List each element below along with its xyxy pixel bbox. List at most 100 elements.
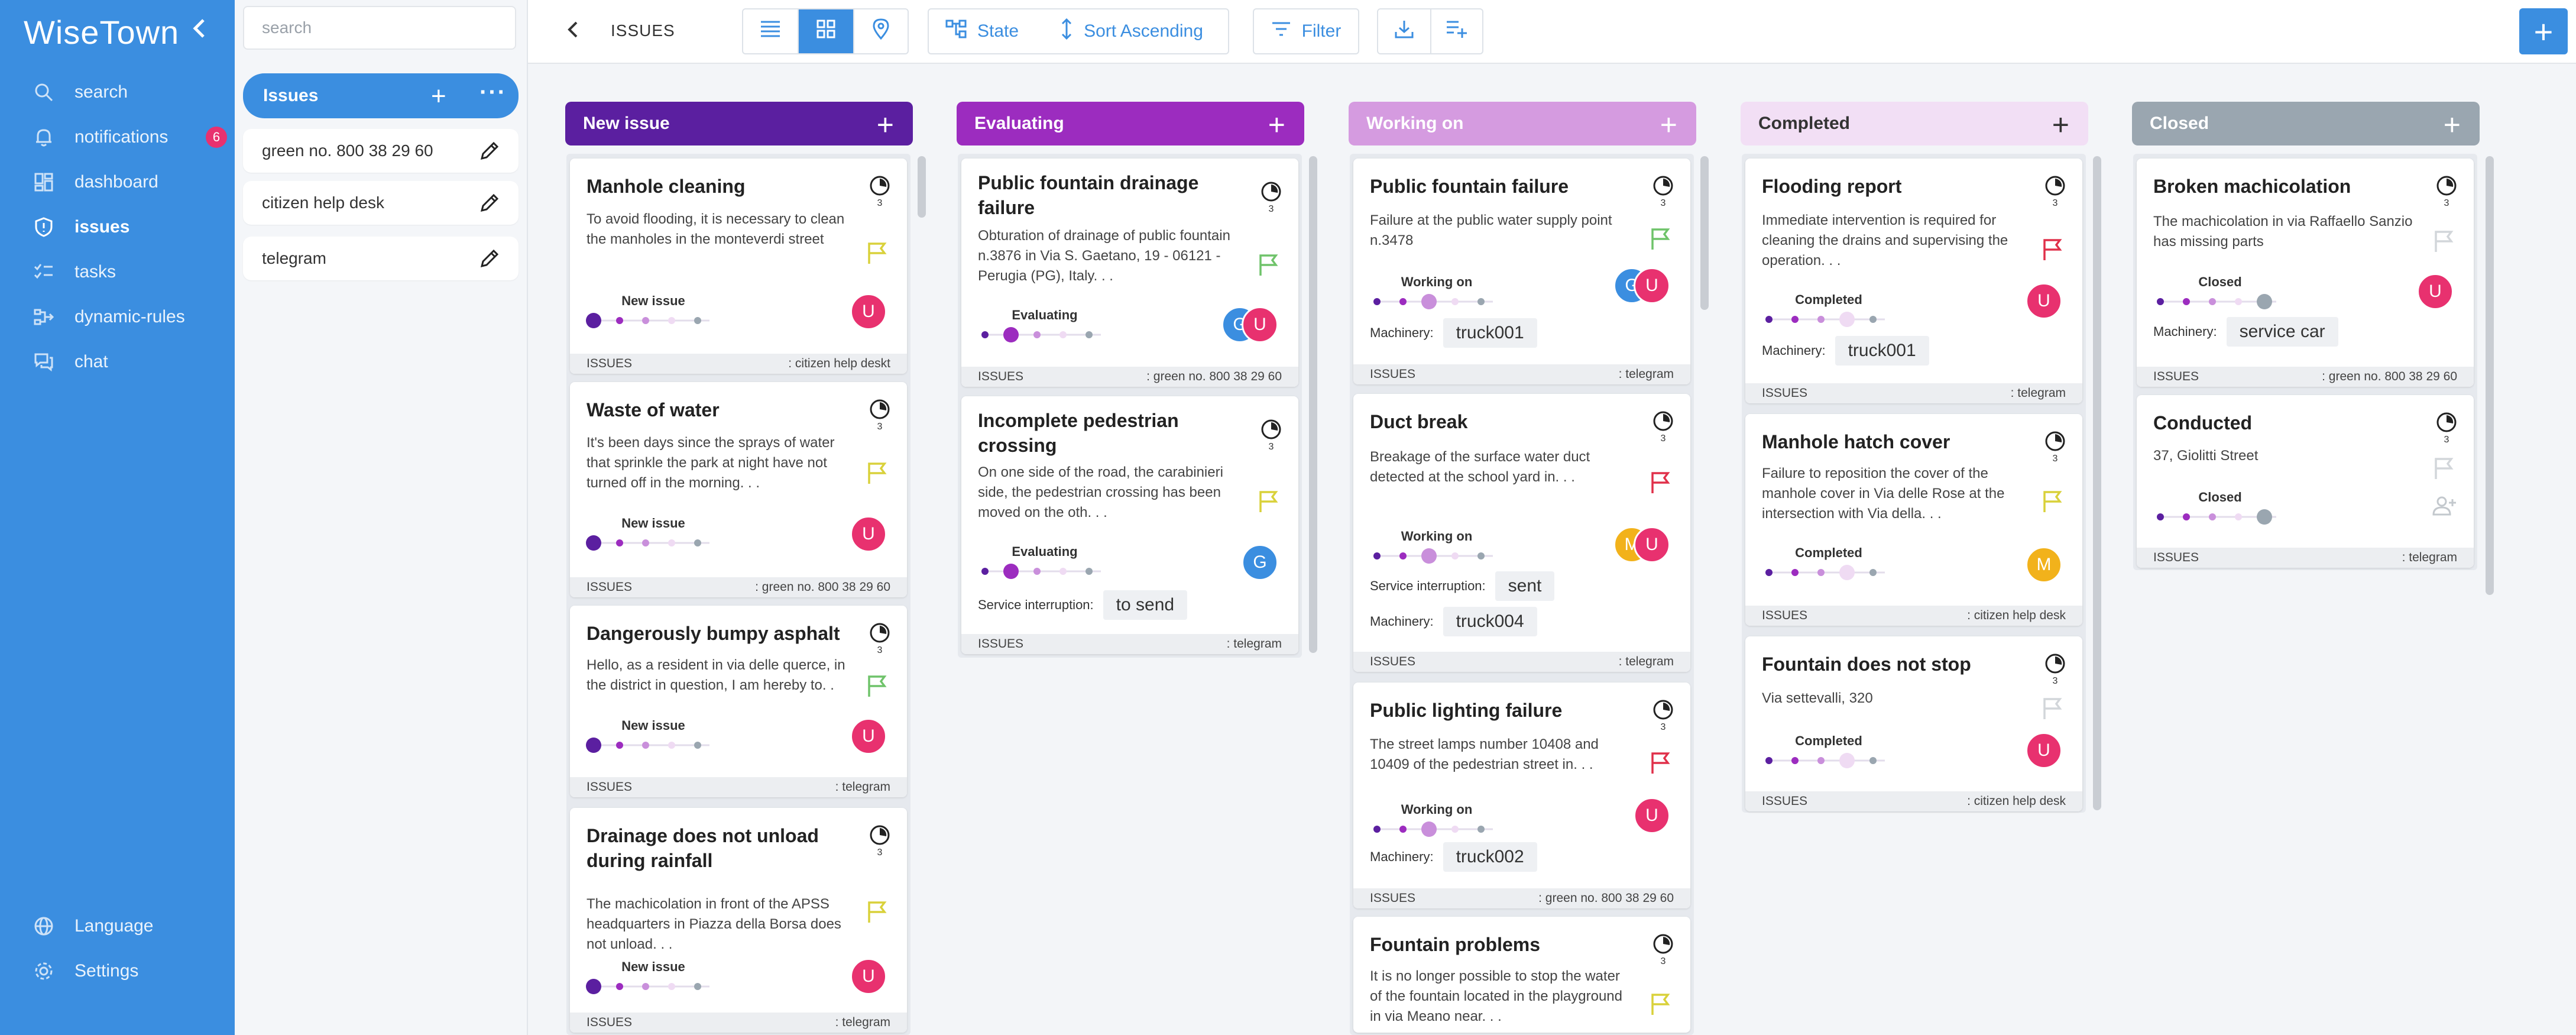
priority-flag-icon[interactable]: [2042, 490, 2062, 516]
user-avatar[interactable]: U: [1634, 797, 1670, 834]
add-card-icon[interactable]: +: [2052, 108, 2069, 141]
issue-card[interactable]: Waste of water 3 It's been days since th…: [570, 382, 907, 597]
priority-flag-icon[interactable]: [867, 900, 887, 927]
sidebar-item-tasks[interactable]: tasks: [0, 250, 235, 295]
user-avatar[interactable]: U: [850, 293, 887, 330]
card-description: Obturation of drainage of public fountai…: [978, 228, 1230, 284]
view-switcher: [742, 8, 909, 54]
board-item-telegram[interactable]: telegram: [243, 237, 519, 280]
sidebar-item-notifications[interactable]: notifications 6: [0, 115, 235, 160]
add-card-icon[interactable]: +: [1268, 108, 1285, 141]
card-title: Broken machicolation: [2153, 176, 2351, 197]
card-footer: ISSUES: green no. 800 38 29 60: [1353, 888, 1690, 908]
edit-pencil-icon[interactable]: [478, 247, 501, 274]
search-input[interactable]: [243, 6, 516, 50]
card-title: Public lighting failure: [1370, 700, 1563, 721]
sidebar-item-search[interactable]: search: [0, 70, 235, 115]
user-avatar[interactable]: U: [2026, 732, 2062, 769]
collapse-sidebar-icon[interactable]: [190, 17, 208, 47]
user-avatar[interactable]: U: [1242, 306, 1278, 343]
edit-pencil-icon[interactable]: [478, 140, 501, 166]
card-footer: ISSUES: green no. 800 38 29 60: [570, 577, 907, 597]
issue-card[interactable]: Manhole hatch cover 3 Failure to reposit…: [1745, 414, 2082, 626]
issue-card[interactable]: Fountain does not stop 3 Via settevalli,…: [1745, 636, 2082, 811]
board-item-citizen-help-desk[interactable]: citizen help desk: [243, 181, 519, 225]
column-scrollbar[interactable]: [2093, 156, 2101, 810]
add-issue-button[interactable]: +: [2519, 8, 2568, 54]
add-card-icon[interactable]: +: [2443, 108, 2461, 141]
sidebar-item-issues[interactable]: issues: [0, 205, 235, 250]
add-to-list-button[interactable]: [1430, 9, 1482, 53]
sidebar-item-label: tasks: [74, 262, 116, 282]
priority-flag-icon[interactable]: [867, 241, 887, 268]
column-scrollbar[interactable]: [1309, 156, 1317, 653]
sidebar-item-language[interactable]: Language: [0, 904, 235, 949]
back-chevron-icon[interactable]: [566, 18, 580, 47]
issue-card[interactable]: Public fountain drainage failure 3 Obtur…: [961, 159, 1298, 387]
issue-card[interactable]: Dangerously bumpy asphalt 3 Hello, as a …: [570, 606, 907, 797]
priority-flag-icon[interactable]: [2434, 457, 2454, 483]
issue-card[interactable]: Duct break 3 Breakage of the surface wat…: [1353, 394, 1690, 672]
add-board-icon[interactable]: +: [431, 82, 446, 111]
sidebar-item-dashboard[interactable]: dashboard: [0, 160, 235, 205]
user-avatar[interactable]: U: [2026, 283, 2062, 319]
user-avatar[interactable]: U: [1634, 267, 1670, 304]
user-avatar[interactable]: U: [1634, 526, 1670, 563]
priority-flag-icon[interactable]: [1258, 490, 1278, 516]
user-avatar[interactable]: U: [2417, 273, 2454, 310]
issue-card[interactable]: Fountain problems 3 It is no longer poss…: [1353, 917, 1690, 1033]
grid-view-button[interactable]: [798, 9, 853, 53]
chat-icon: [31, 349, 57, 375]
priority-flag-icon[interactable]: [1650, 471, 1670, 497]
board-item-issues[interactable]: Issues + ···: [243, 73, 519, 118]
sidebar-item-dynamic-rules[interactable]: dynamic-rules: [0, 295, 235, 339]
issue-card[interactable]: Public lighting failure 3 The street lam…: [1353, 683, 1690, 908]
column-scrollbar[interactable]: [918, 156, 926, 218]
user-avatar[interactable]: G: [1242, 544, 1278, 581]
sidebar-item-settings[interactable]: Settings: [0, 949, 235, 994]
priority-flag-icon[interactable]: [1650, 751, 1670, 778]
map-view-button[interactable]: [853, 9, 908, 53]
priority-flag-icon[interactable]: [2042, 697, 2062, 723]
priority-flag-icon[interactable]: [1258, 253, 1278, 280]
issue-card[interactable]: Incomplete pedestrian crossing 3 On one …: [961, 396, 1298, 654]
sidebar-item-label: issues: [74, 217, 130, 237]
state-button[interactable]: State: [929, 9, 1035, 53]
download-button[interactable]: [1378, 9, 1430, 53]
priority-flag-icon[interactable]: [1650, 992, 1670, 1019]
priority-flag-icon[interactable]: [2042, 238, 2062, 264]
add-card-icon[interactable]: +: [876, 108, 894, 141]
user-avatar[interactable]: U: [850, 718, 887, 755]
assign-user-icon[interactable]: [2431, 496, 2457, 520]
user-avatar[interactable]: U: [850, 516, 887, 552]
priority-flag-icon[interactable]: [867, 461, 887, 488]
add-card-icon[interactable]: +: [1660, 108, 1677, 141]
issue-card[interactable]: Flooding report 3 Immediate intervention…: [1745, 159, 2082, 403]
issue-card[interactable]: Public fountain failure 3 Failure at the…: [1353, 159, 1690, 384]
edit-pencil-icon[interactable]: [478, 192, 501, 218]
timer-count: 3: [1660, 434, 1666, 444]
service-interruption-field: Service interruption: sent: [1370, 571, 1555, 601]
filter-button[interactable]: Filter: [1254, 9, 1358, 53]
column-scrollbar[interactable]: [2486, 156, 2494, 595]
sidebar-item-label: Language: [74, 916, 154, 936]
column-scrollbar[interactable]: [1700, 156, 1709, 310]
sort-ascending-button[interactable]: Sort Ascending: [1035, 9, 1228, 53]
status-label: Evaluating: [1012, 544, 1078, 559]
priority-flag-icon[interactable]: [867, 674, 887, 701]
user-avatar[interactable]: U: [850, 958, 887, 995]
priority-flag-icon[interactable]: [1650, 227, 1670, 254]
column-title: Completed: [1758, 114, 1851, 133]
board-item-green-number[interactable]: green no. 800 38 29 60: [243, 129, 519, 173]
user-avatar[interactable]: M: [2026, 546, 2062, 583]
status-label: Working on: [1401, 274, 1473, 289]
issue-card[interactable]: Manhole cleaning 3 To avoid flooding, it…: [570, 159, 907, 374]
more-options-icon[interactable]: ···: [479, 79, 507, 105]
list-view-button[interactable]: [743, 9, 798, 53]
card-description: The machicolation in via Raffaello Sanzi…: [2153, 214, 2413, 250]
issue-card[interactable]: Conducted 3 37, Giolitti Street Closed I…: [2137, 395, 2474, 568]
sidebar-item-chat[interactable]: chat: [0, 339, 235, 384]
issue-card[interactable]: Drainage does not unload during rainfall…: [570, 808, 907, 1033]
issue-card[interactable]: Broken machicolation 3 The machicolation…: [2137, 159, 2474, 387]
priority-flag-icon[interactable]: [2434, 229, 2454, 256]
